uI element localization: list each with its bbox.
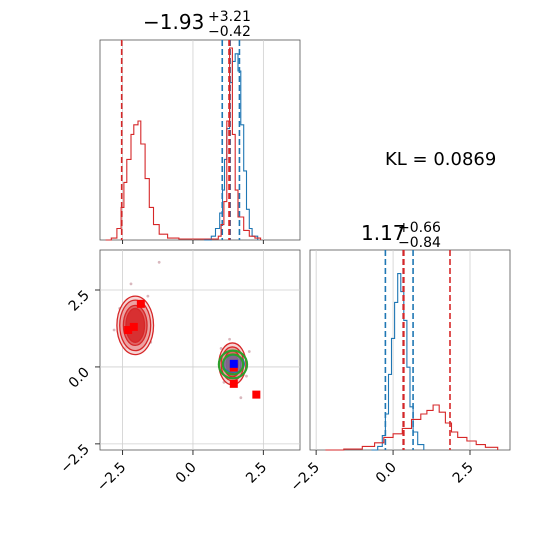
sample-dot: [247, 350, 251, 353]
marginal-y-title: 1.17 +0.66 −0.84: [361, 220, 441, 251]
histogram-series-1: [105, 47, 262, 241]
marginal-y-frame: [309, 249, 511, 451]
sample-dot: [129, 282, 133, 286]
x-tick-label: −2.5: [94, 460, 129, 495]
kl-divergence-label: KL = 0.0869: [385, 149, 496, 170]
marginal-y-panel: −2.5 0.0 2.5: [288, 249, 511, 495]
x-tick-label: 0.0: [173, 460, 200, 487]
marginal-x-title: −1.93 +3.21 −0.42: [143, 9, 251, 40]
x-tick-label: 0.0: [373, 460, 400, 487]
y-tick-label: 0.0: [66, 364, 93, 391]
joint-contour-panel: −2.5 0.0 2.5 −2.5 0.0 2.5: [57, 249, 301, 495]
marginal-x-title-value: −1.93: [143, 10, 204, 34]
marginal-y-title-value: 1.17: [361, 221, 406, 245]
x-tick-label: 2.5: [450, 460, 477, 487]
green-contour-ring: [221, 353, 245, 376]
sample-dot: [146, 294, 150, 298]
marginal-x-title-upper: +3.21: [208, 9, 251, 25]
red-square-marker: [129, 322, 138, 331]
red-square-marker: [124, 326, 133, 334]
sample-dot: [239, 396, 243, 400]
sample-dot: [228, 337, 231, 341]
sample-dot: [112, 328, 116, 332]
marginal-y-title-lower: −0.84: [398, 235, 441, 251]
y-tick-label: 2.5: [66, 288, 93, 315]
marginal-x-panel: [99, 39, 301, 244]
red-square-marker: [252, 390, 261, 399]
sample-dot: [219, 347, 223, 350]
red-square-marker: [229, 379, 238, 388]
histogram-series-1: [325, 404, 499, 451]
x-tick-label: −2.5: [288, 460, 323, 495]
marginal-x-title-lower: −0.42: [208, 24, 251, 40]
blue-square-marker: [229, 359, 238, 368]
marginal-x-frame: [99, 39, 301, 241]
marginal-y-title-upper: +0.66: [398, 220, 441, 236]
red-square-marker: [136, 299, 145, 308]
y-tick-label: −2.5: [57, 441, 92, 476]
sample-dot: [157, 260, 161, 264]
x-tick-label: 2.5: [243, 460, 270, 487]
green-contour-ring: [217, 349, 249, 380]
sample-dot: [245, 374, 248, 378]
